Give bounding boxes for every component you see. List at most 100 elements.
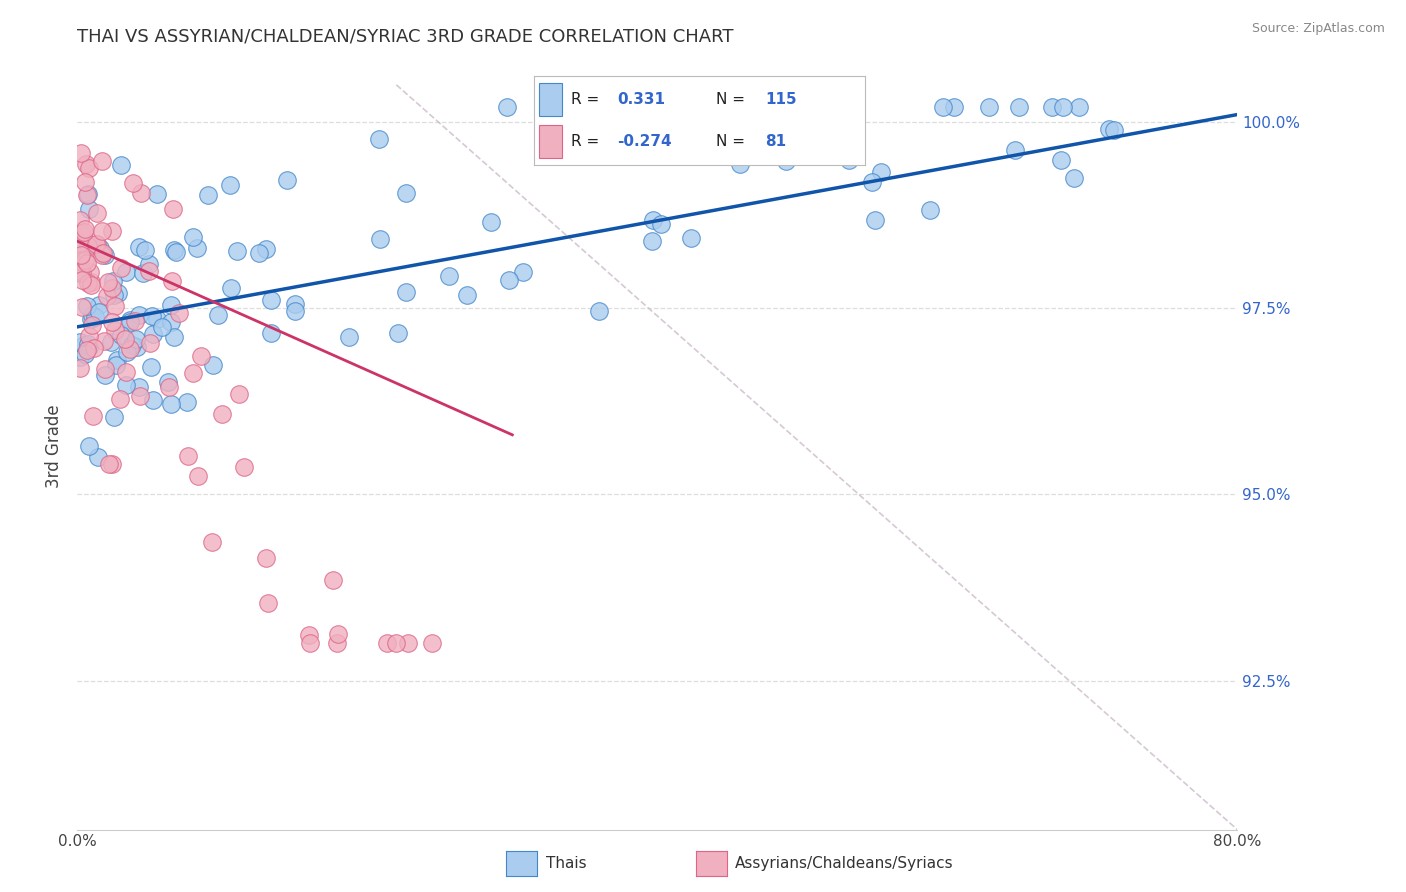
Point [337, 330, 360, 344]
Point [284, 297, 307, 311]
Point [101, 224, 124, 238]
Point [219, 281, 242, 295]
Point [139, 360, 162, 375]
Point [396, 636, 419, 650]
Point [101, 458, 124, 472]
Point [1063, 170, 1085, 185]
Point [385, 636, 408, 650]
Point [796, 128, 818, 142]
Point [69, 253, 91, 268]
Point [977, 100, 1000, 114]
Point [101, 274, 124, 288]
Point [159, 397, 181, 411]
Point [89, 241, 111, 255]
Point [75, 156, 97, 170]
Point [162, 243, 184, 257]
Point [128, 380, 150, 394]
Point [775, 153, 797, 168]
Point [73, 253, 96, 268]
Text: 81: 81 [765, 135, 787, 149]
Point [247, 246, 270, 260]
Point [70, 273, 93, 287]
Point [918, 202, 941, 217]
Point [159, 298, 181, 312]
Point [76, 255, 98, 269]
Point [69, 266, 91, 280]
Point [114, 332, 136, 346]
Point [69, 235, 91, 250]
Point [139, 335, 162, 350]
Point [141, 309, 163, 323]
Point [228, 386, 250, 401]
Point [863, 212, 886, 227]
Point [128, 389, 150, 403]
Point [118, 312, 141, 326]
Point [100, 335, 122, 350]
Point [77, 329, 100, 343]
Point [86, 205, 108, 219]
Point [108, 392, 131, 407]
Point [94, 368, 117, 382]
Point [1098, 122, 1121, 136]
Point [77, 202, 100, 216]
Point [83, 310, 105, 324]
Point [157, 375, 180, 389]
Point [160, 274, 183, 288]
Point [456, 287, 478, 301]
Point [82, 318, 104, 332]
Point [197, 188, 219, 202]
Point [165, 244, 187, 259]
Point [138, 257, 160, 271]
Point [1040, 100, 1063, 114]
Point [150, 320, 173, 334]
Point [367, 132, 389, 146]
Point [107, 286, 129, 301]
Point [1052, 100, 1074, 114]
Point [115, 377, 138, 392]
Text: R =: R = [571, 135, 599, 149]
Point [375, 636, 398, 650]
Point [254, 551, 277, 566]
Point [512, 265, 534, 279]
Point [91, 245, 114, 260]
Point [115, 265, 138, 279]
Point [76, 239, 98, 253]
Point [87, 450, 110, 465]
Point [72, 241, 94, 255]
Point [437, 268, 460, 283]
Point [91, 248, 114, 262]
Point [86, 237, 108, 252]
Point [105, 352, 128, 367]
Point [260, 293, 283, 308]
Point [79, 311, 101, 326]
Point [298, 628, 321, 642]
Point [79, 265, 101, 279]
Point [76, 343, 98, 358]
Point [77, 336, 100, 351]
Bar [540, 83, 562, 116]
Point [124, 332, 146, 346]
Point [641, 234, 664, 248]
Point [101, 315, 124, 329]
Point [82, 409, 104, 423]
Point [134, 244, 156, 258]
Point [588, 303, 610, 318]
Point [115, 345, 138, 359]
Point [70, 145, 93, 160]
Point [284, 303, 307, 318]
Point [728, 156, 751, 170]
Point [69, 248, 91, 262]
Point [176, 395, 198, 409]
Point [662, 122, 685, 136]
Point [79, 439, 101, 453]
Point [80, 308, 103, 322]
Point [162, 202, 184, 216]
Point [138, 264, 160, 278]
Point [799, 100, 821, 114]
Point [101, 281, 124, 295]
Point [104, 323, 127, 337]
Point [80, 278, 103, 293]
Text: Assyrians/Chaldeans/Syriacs: Assyrians/Chaldeans/Syriacs [735, 856, 953, 871]
Point [97, 276, 120, 290]
Point [167, 306, 190, 320]
